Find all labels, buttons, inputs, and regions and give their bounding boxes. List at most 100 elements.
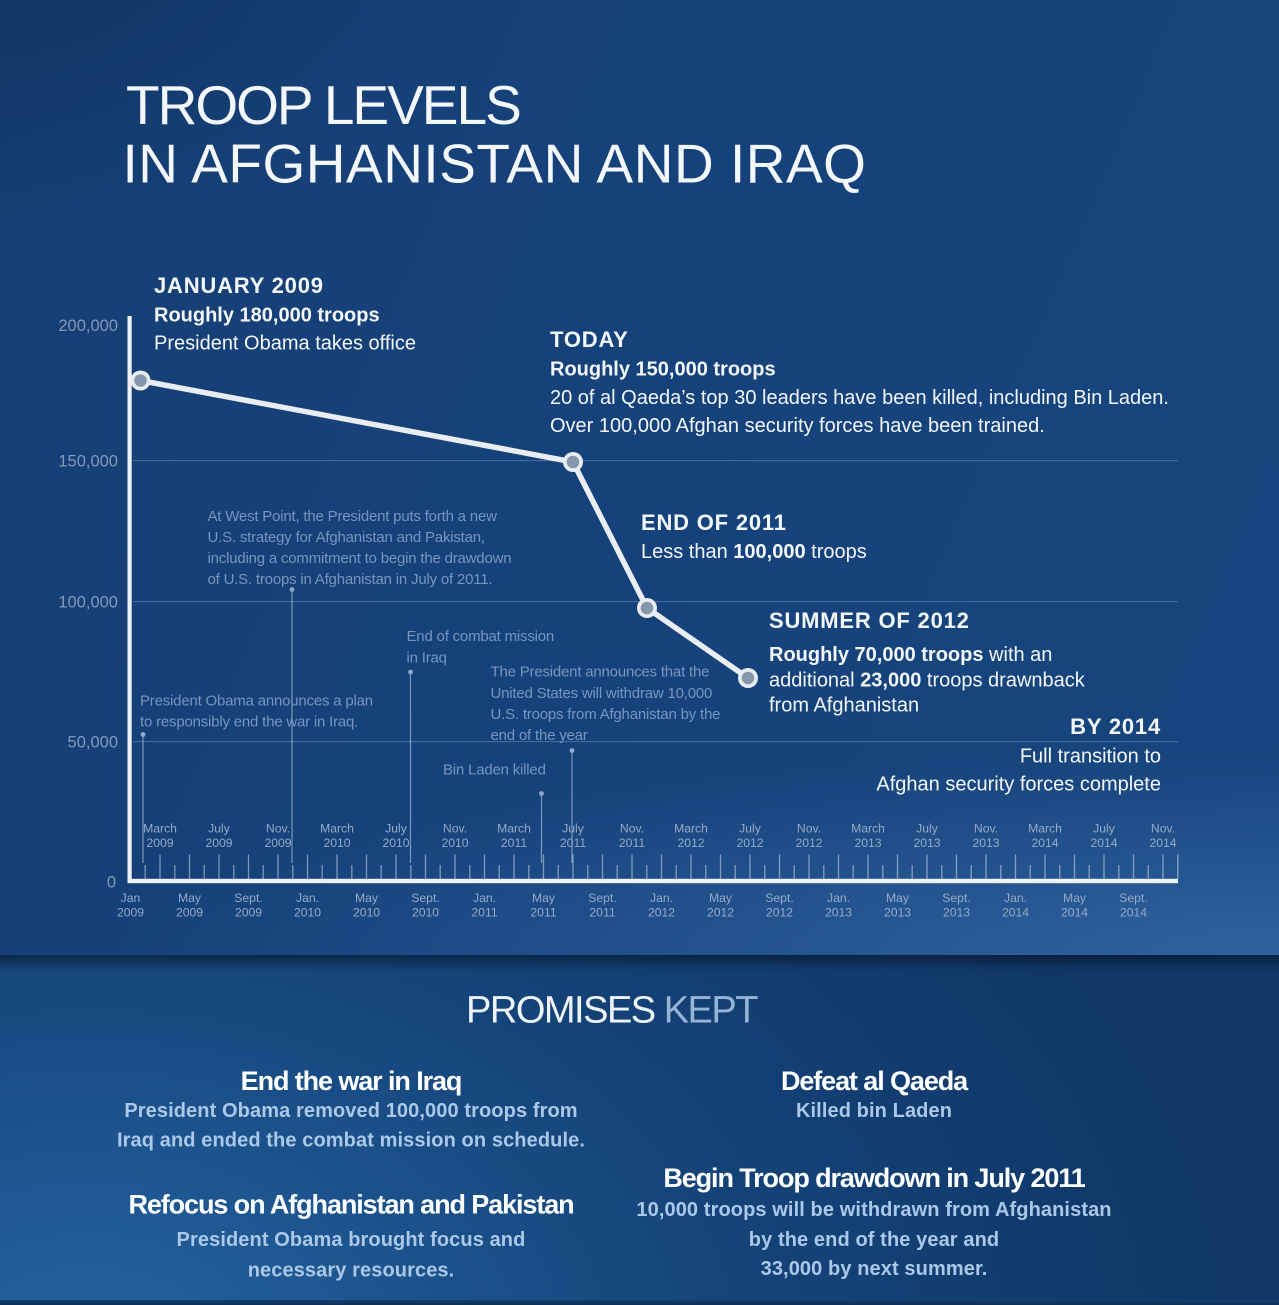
svg-text:March: March: [497, 822, 531, 836]
svg-text:2011: 2011: [560, 836, 586, 850]
svg-text:by the end of the year and: by the end of the year and: [749, 1229, 999, 1251]
svg-text:SUMMER OF 2012: SUMMER OF 2012: [769, 608, 970, 633]
svg-text:2011: 2011: [471, 906, 497, 920]
svg-text:Roughly 150,000 troops: Roughly 150,000 troops: [550, 359, 776, 381]
svg-text:2013: 2013: [943, 906, 970, 920]
svg-text:Nov.: Nov.: [797, 822, 821, 836]
svg-text:March: March: [674, 822, 708, 836]
svg-text:Jan.: Jan.: [650, 891, 673, 905]
svg-text:33,000 by next summer.: 33,000 by next summer.: [761, 1258, 988, 1280]
svg-text:Less than 100,000 troops: Less than 100,000 troops: [641, 541, 867, 563]
svg-text:from Afghanistan: from Afghanistan: [769, 695, 919, 717]
svg-text:2013: 2013: [854, 836, 881, 850]
svg-text:Killed bin Laden: Killed bin Laden: [796, 1100, 952, 1122]
svg-text:March: March: [143, 822, 177, 836]
svg-text:2010: 2010: [294, 906, 321, 920]
svg-text:BY 2014: BY 2014: [1070, 714, 1161, 739]
svg-text:Begin Troop drawdown in July 2: Begin Troop drawdown in July 2011: [663, 1163, 1085, 1193]
svg-text:to responsibly end the war in: to responsibly end the war in Iraq.: [140, 714, 358, 731]
svg-text:2014: 2014: [1002, 906, 1029, 920]
svg-text:in Iraq: in Iraq: [407, 650, 447, 667]
svg-text:2014: 2014: [1031, 836, 1058, 850]
svg-text:end of the year: end of the year: [491, 727, 588, 744]
svg-text:2011: 2011: [589, 906, 615, 920]
svg-text:May: May: [355, 891, 379, 905]
svg-text:Sept.: Sept.: [942, 891, 970, 905]
svg-text:May: May: [886, 891, 910, 905]
svg-text:2012: 2012: [677, 836, 704, 850]
svg-text:Sept.: Sept.: [234, 891, 262, 905]
svg-text:2012: 2012: [766, 906, 793, 920]
svg-text:2013: 2013: [913, 836, 940, 850]
svg-text:March: March: [1028, 822, 1062, 836]
svg-text:100,000: 100,000: [58, 594, 118, 612]
svg-text:2010: 2010: [382, 836, 409, 850]
svg-text:President Obama announces a pl: President Obama announces a plan: [140, 693, 373, 710]
svg-text:2012: 2012: [648, 906, 675, 920]
svg-text:Nov.: Nov.: [1151, 822, 1175, 836]
svg-text:Afghan security forces complet: Afghan security forces complete: [876, 774, 1161, 796]
svg-text:END OF 2011: END OF 2011: [641, 510, 787, 535]
svg-text:Roughly 70,000 troops with an: Roughly 70,000 troops with an: [769, 644, 1052, 666]
svg-text:JANUARY 2009: JANUARY 2009: [154, 273, 324, 298]
svg-text:Sept.: Sept.: [765, 891, 793, 905]
svg-text:July: July: [208, 822, 231, 836]
svg-text:Jan: Jan: [121, 891, 141, 905]
svg-text:2009: 2009: [176, 906, 203, 920]
svg-text:May: May: [178, 891, 202, 905]
svg-text:U.S. troops from Afghanistan b: U.S. troops from Afghanistan by the: [491, 706, 721, 723]
svg-text:Jan.: Jan.: [473, 891, 496, 905]
svg-text:Sept.: Sept.: [411, 891, 439, 905]
svg-text:Sept.: Sept.: [1119, 891, 1147, 905]
svg-text:2014: 2014: [1090, 836, 1117, 850]
svg-text:July: July: [916, 822, 939, 836]
svg-text:50,000: 50,000: [68, 734, 118, 752]
svg-text:The President announces that t: The President announces that the: [491, 664, 710, 681]
svg-text:2010: 2010: [412, 906, 439, 920]
svg-text:2014: 2014: [1120, 906, 1147, 920]
svg-text:Over 100,000 Afghan security f: Over 100,000 Afghan security forces have…: [550, 415, 1045, 437]
svg-text:2010: 2010: [323, 836, 350, 850]
svg-text:End the war in Iraq: End the war in Iraq: [241, 1066, 462, 1096]
svg-text:Nov.: Nov.: [266, 822, 290, 836]
svg-text:May: May: [1063, 891, 1087, 905]
svg-text:20 of al Qaeda’s top 30 leader: 20 of al Qaeda’s top 30 leaders have bee…: [550, 387, 1169, 409]
svg-text:2010: 2010: [353, 906, 380, 920]
svg-text:2012: 2012: [795, 836, 822, 850]
svg-text:2011: 2011: [530, 906, 556, 920]
svg-text:2013: 2013: [972, 836, 999, 850]
svg-text:Roughly 180,000 troops: Roughly 180,000 troops: [154, 305, 380, 327]
svg-text:2012: 2012: [707, 906, 734, 920]
svg-text:July: July: [739, 822, 762, 836]
svg-text:Nov.: Nov.: [974, 822, 998, 836]
svg-text:TODAY: TODAY: [550, 327, 629, 352]
svg-text:President Obama removed 100,00: President Obama removed 100,000 troops f…: [124, 1100, 577, 1122]
svg-text:July: July: [385, 822, 408, 836]
svg-text:PROMISES KEPT: PROMISES KEPT: [466, 990, 758, 1032]
svg-text:March: March: [851, 822, 885, 836]
svg-text:Refocus on Afghanistan and Pak: Refocus on Afghanistan and Pakistan: [128, 1190, 573, 1220]
svg-text:2009: 2009: [264, 836, 291, 850]
svg-text:July: July: [1093, 822, 1116, 836]
svg-text:2014: 2014: [1061, 906, 1088, 920]
svg-text:IN AFGHANISTAN AND IRAQ: IN AFGHANISTAN AND IRAQ: [123, 132, 867, 194]
svg-text:End of combat mission: End of combat mission: [407, 628, 555, 645]
svg-text:Jan.: Jan.: [296, 891, 319, 905]
svg-text:March: March: [320, 822, 354, 836]
svg-text:2011: 2011: [619, 836, 645, 850]
svg-text:Full transition to: Full transition to: [1020, 746, 1161, 768]
svg-text:Sept.: Sept.: [588, 891, 616, 905]
svg-text:including a commitment to begi: including a commitment to begin the draw…: [208, 550, 512, 567]
svg-text:President Obama brought focus: President Obama brought focus and: [177, 1229, 526, 1251]
svg-text:May: May: [709, 891, 733, 905]
svg-text:May: May: [532, 891, 556, 905]
svg-text:2014: 2014: [1149, 836, 1176, 850]
svg-text:Jan.: Jan.: [1004, 891, 1027, 905]
svg-text:Nov.: Nov.: [620, 822, 644, 836]
svg-text:2009: 2009: [117, 906, 144, 920]
svg-text:Defeat al Qaeda: Defeat al Qaeda: [781, 1066, 969, 1096]
svg-text:U.S. strategy for Afghanistan: U.S. strategy for Afghanistan and Pakist…: [208, 529, 485, 546]
svg-text:Nov.: Nov.: [443, 822, 467, 836]
svg-text:additional 23,000 troops drawn: additional 23,000 troops drawnback: [769, 670, 1086, 692]
svg-text:Jan.: Jan.: [827, 891, 850, 905]
